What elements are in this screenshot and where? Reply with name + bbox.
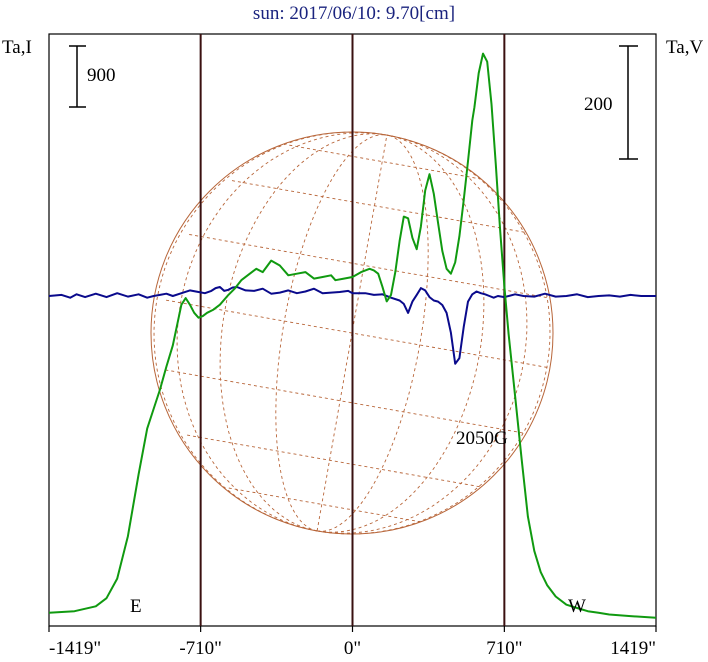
latitude-line xyxy=(187,434,482,488)
x-tick-labels: -1419" -710" 0" 710" 1419" xyxy=(48,626,657,659)
left-scale-bar-label: 900 xyxy=(87,65,116,86)
latitude-line xyxy=(231,180,527,233)
longitude-line xyxy=(317,134,528,534)
right-scale-bar xyxy=(619,45,638,160)
annotation-2050G: 2050G xyxy=(456,428,508,449)
east-limb-label: E xyxy=(130,596,142,617)
latitude-line xyxy=(289,144,482,180)
longitude-line xyxy=(176,132,387,532)
longitude-line xyxy=(275,134,387,532)
left-axis-label: Ta,I xyxy=(2,37,32,58)
right-scale-bar-label: 200 xyxy=(584,94,613,115)
series-layer xyxy=(48,52,657,619)
x-tick-label: -710" xyxy=(179,638,222,659)
longitude-line xyxy=(317,134,429,532)
x-tick-label: 710" xyxy=(486,638,522,659)
right-axis-label: Ta,V xyxy=(666,37,703,58)
stokes-i-line xyxy=(48,52,657,619)
x-tick-label: -1419" xyxy=(49,638,101,659)
x-tick-label: 0" xyxy=(344,638,361,659)
left-scale-bar xyxy=(69,45,86,108)
x-tick-label: 1419" xyxy=(610,638,656,659)
west-limb-label: W xyxy=(568,596,586,617)
limb-and-center-markers xyxy=(199,34,506,626)
longitude-line xyxy=(317,134,551,535)
chart-title: sun: 2017/06/10: 9.70[cm] xyxy=(253,3,455,24)
latitude-line xyxy=(228,487,421,523)
longitude-line xyxy=(153,131,387,532)
